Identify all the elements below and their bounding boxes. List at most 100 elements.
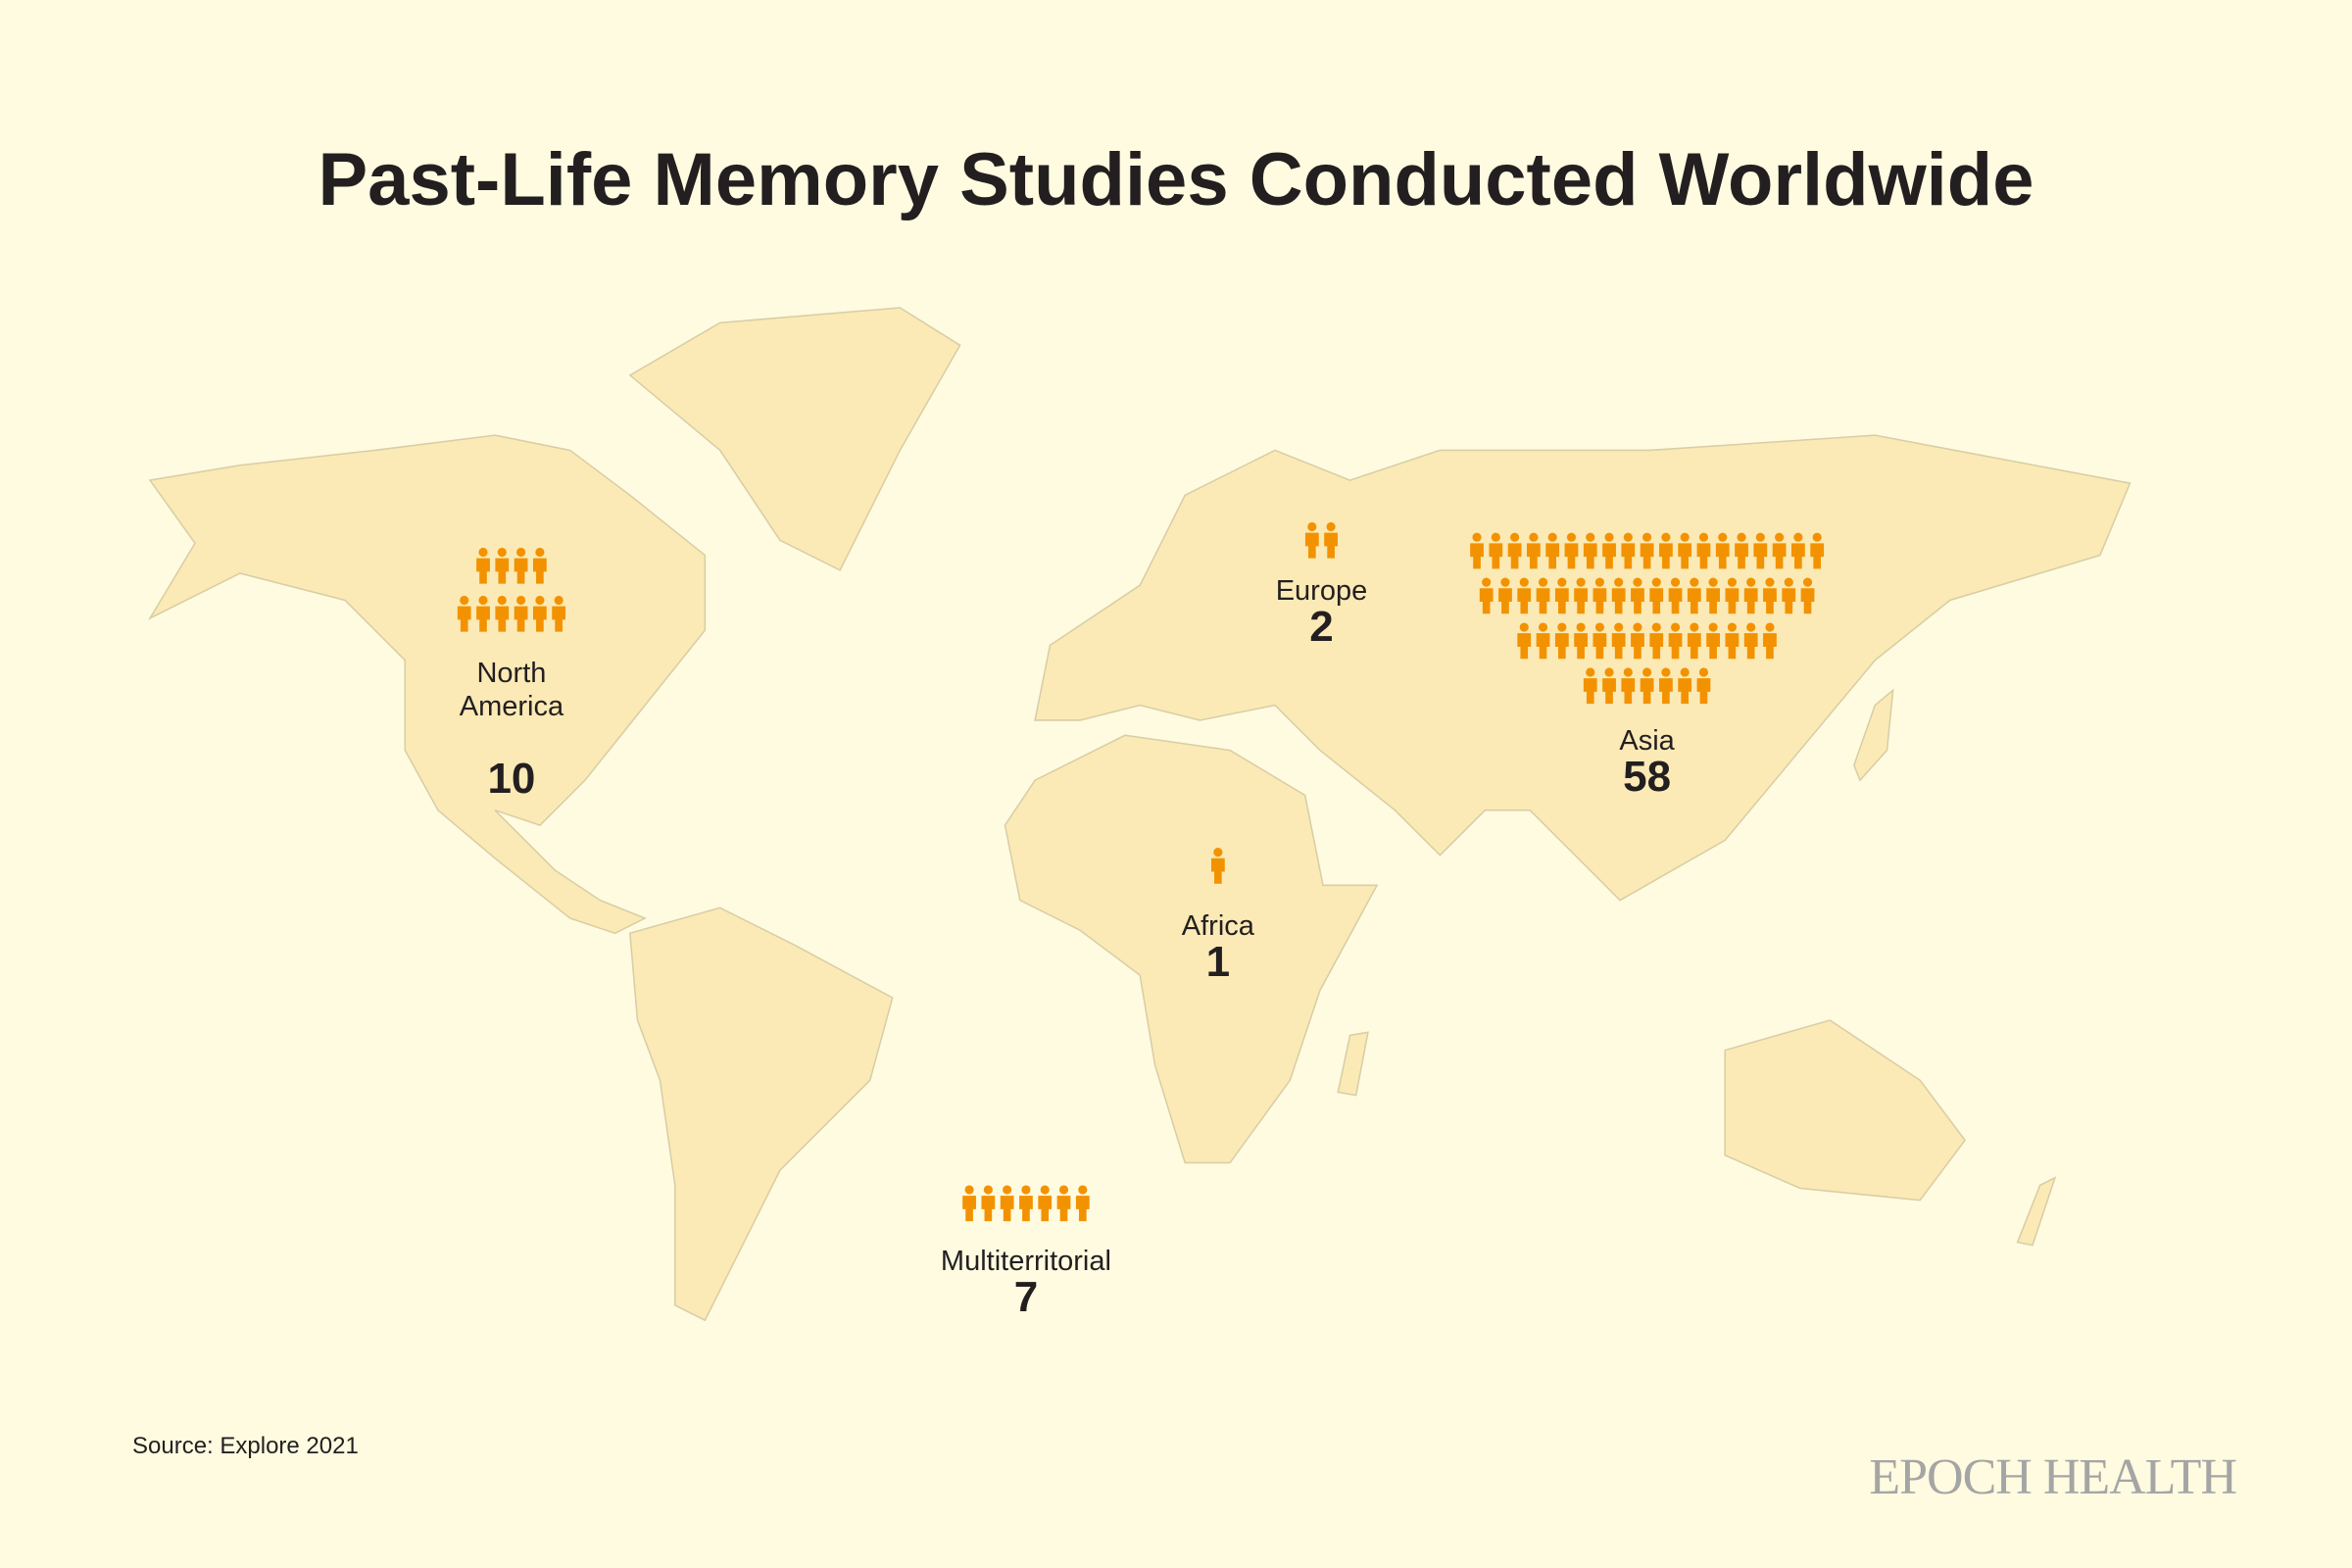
person-icon (1592, 577, 1607, 614)
person-icon (1583, 667, 1597, 705)
person-icon (1621, 667, 1636, 705)
person-icon (1659, 667, 1673, 705)
person-icon (1763, 622, 1777, 660)
person-icon (1782, 577, 1796, 614)
region-name: Europe (1275, 575, 1368, 608)
person-icon (1554, 622, 1569, 660)
person-icon (476, 595, 490, 632)
person-icon (1687, 622, 1701, 660)
person-icon (1602, 532, 1616, 569)
person-icon (1649, 577, 1664, 614)
person-icon (1574, 577, 1588, 614)
person-icon (1753, 532, 1768, 569)
australia (1724, 1019, 1967, 1201)
south-america (629, 906, 894, 1322)
greenland (628, 307, 961, 571)
region-count: 7 (1013, 1273, 1039, 1322)
japan (1853, 688, 1894, 782)
person-icon (1583, 532, 1597, 569)
source: Source: Explore 2021 (132, 1433, 359, 1459)
person-icon (514, 547, 528, 584)
person-icon (1602, 667, 1616, 705)
person-icon (1800, 577, 1815, 614)
person-icon (1498, 577, 1512, 614)
person-icon (1507, 532, 1522, 569)
person-icon (1659, 532, 1673, 569)
person-icon (1611, 622, 1626, 660)
person-icon (1536, 577, 1550, 614)
person-icon (1075, 1185, 1090, 1222)
person-icon (552, 595, 566, 632)
person-icon (1791, 532, 1805, 569)
north-america (148, 434, 707, 935)
person-icon (1038, 1185, 1053, 1222)
person-icon (1517, 577, 1532, 614)
person-icon (1536, 622, 1550, 660)
person-icon (1715, 532, 1730, 569)
person-icon (1668, 577, 1683, 614)
person-icon (1640, 667, 1654, 705)
person-icon (1725, 622, 1740, 660)
person-icon (1706, 622, 1720, 660)
person-icon (495, 547, 510, 584)
person-icon (1564, 532, 1579, 569)
person-icon (1649, 622, 1664, 660)
person-icon (1706, 577, 1720, 614)
region-name: Multiterritorial (940, 1246, 1111, 1278)
person-icon (495, 595, 510, 632)
person-icon (981, 1185, 996, 1222)
person-icon (1735, 532, 1748, 569)
brand-logo: EPOCH HEALTH (1869, 1449, 2237, 1505)
person-icon (532, 547, 547, 584)
person-icon (1631, 622, 1644, 660)
person-icon (1470, 532, 1484, 569)
person-icon (1621, 532, 1636, 569)
person-icon (1489, 532, 1503, 569)
person-icon (1545, 532, 1560, 569)
region-count: 1 (1205, 937, 1231, 986)
region-count: 58 (1623, 753, 1672, 802)
person-icon (1611, 577, 1626, 614)
madagascar (1337, 1031, 1369, 1097)
region-name: North America (459, 658, 564, 723)
person-icon (1304, 521, 1319, 559)
person-icon (1210, 848, 1225, 884)
person-icon (1554, 577, 1569, 614)
person-icon (1743, 577, 1758, 614)
person-icon (1810, 532, 1825, 569)
person-icon (532, 595, 547, 632)
person-icon (1479, 577, 1494, 614)
region-name: Asia (1619, 725, 1675, 758)
person-icon (476, 547, 490, 584)
title: Past-Life Memory Studies Conducted World… (318, 138, 2034, 221)
person-icon (1019, 1185, 1033, 1222)
person-icon (1056, 1185, 1071, 1222)
person-icon (1668, 622, 1683, 660)
person-icon (1696, 532, 1711, 569)
region-name: Africa (1181, 909, 1254, 942)
person-icon (514, 595, 528, 632)
region-count: 10 (487, 754, 536, 803)
person-icon (1631, 577, 1644, 614)
new-zealand (2016, 1176, 2057, 1247)
person-icon (1696, 667, 1711, 705)
person-icon (1772, 532, 1787, 569)
person-icon (1678, 532, 1692, 569)
person-icon (1592, 622, 1607, 660)
person-icon (1517, 622, 1532, 660)
person-icon (1725, 577, 1740, 614)
person-icon (1000, 1185, 1014, 1222)
person-icon (962, 1185, 976, 1222)
person-icon (1743, 622, 1758, 660)
africa (1004, 734, 1379, 1164)
person-icon (1640, 532, 1654, 569)
person-icon (1678, 667, 1692, 705)
person-icon (1324, 521, 1338, 559)
person-icon (1763, 577, 1777, 614)
person-icon (457, 595, 471, 632)
region-count: 2 (1309, 603, 1334, 652)
person-icon (1687, 577, 1701, 614)
person-icon (1527, 532, 1541, 569)
